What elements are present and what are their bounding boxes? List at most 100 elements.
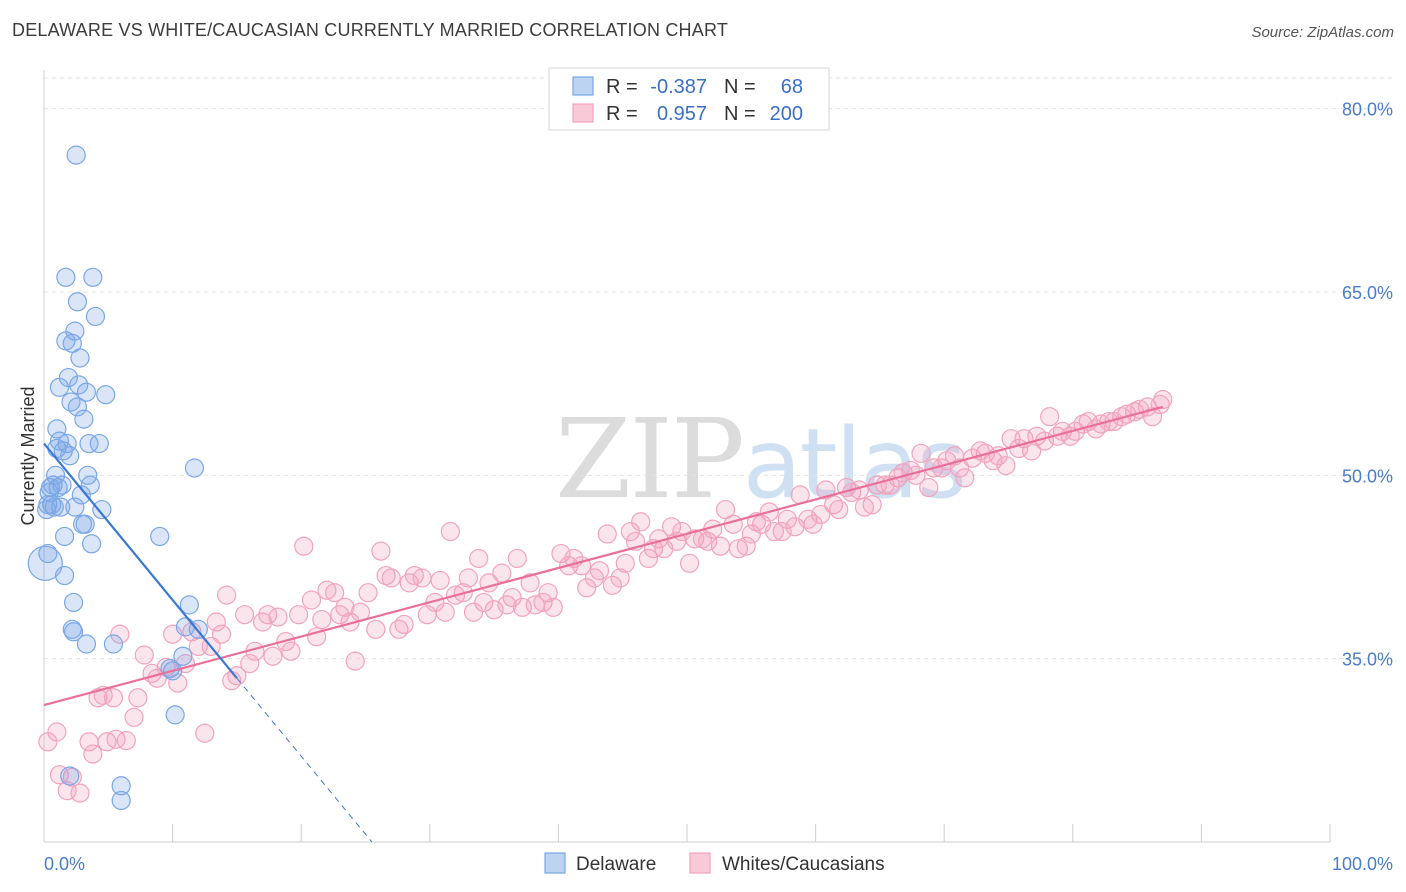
legend-r-label-2: R = [606, 103, 638, 125]
whites-point-26 [195, 723, 215, 743]
delaware-point-31 [65, 321, 85, 341]
whites-point-16 [128, 688, 148, 708]
whites-point-55 [366, 619, 386, 639]
grid-lines [44, 77, 1393, 660]
delaware-point-11 [47, 419, 67, 439]
delaware-point-34 [67, 397, 88, 417]
delaware-point-49 [85, 306, 106, 327]
delaware-point-59 [165, 705, 185, 725]
whites-point-77 [492, 563, 512, 583]
delaware-point-33 [66, 145, 86, 165]
whites-point-60 [394, 614, 414, 635]
whites-point-14 [116, 730, 136, 751]
whites-trend-line [43, 405, 1164, 707]
whites-point-5 [70, 783, 90, 803]
delaware-point-63 [184, 458, 205, 478]
whites-point-1 [47, 722, 67, 742]
delaware-point-15 [51, 497, 71, 517]
whites-point-95 [602, 575, 623, 595]
delaware-trend-line [43, 442, 238, 679]
delaware-point-36 [69, 375, 89, 395]
whites-point-12 [106, 729, 126, 749]
whites-point-76 [484, 600, 504, 620]
delaware-trend-extension [236, 677, 373, 843]
whites-point-98 [620, 521, 641, 542]
chart-title: DELAWARE VS WHITE/CAUCASIAN CURRENTLY MA… [12, 20, 729, 40]
whites-point-108 [679, 553, 700, 573]
whites-point-151 [950, 458, 970, 478]
whites-point-86 [543, 597, 563, 617]
whites-point-15 [124, 707, 144, 727]
delaware-point-51 [92, 499, 112, 520]
delaware-point-25 [60, 766, 80, 786]
whites-point-79 [502, 587, 522, 608]
whites-point-68 [440, 521, 460, 542]
delaware-point-35 [67, 292, 88, 312]
series-delaware-points [27, 145, 208, 811]
whites-point-123 [772, 521, 792, 542]
legend-swatch-delaware [572, 76, 594, 96]
whites-point-124 [777, 509, 797, 529]
whites-point-33 [235, 605, 255, 625]
whites-point-128 [803, 514, 823, 534]
axes [43, 70, 1330, 843]
delaware-point-54 [111, 776, 131, 796]
y-axis-label: Currently Married [18, 386, 38, 525]
delaware-point-52 [96, 385, 116, 405]
delaware-point-45 [79, 433, 99, 454]
whites-point-113 [710, 536, 731, 556]
delaware-point-53 [103, 634, 124, 654]
whites-point-72 [463, 602, 484, 622]
delaware-point-50 [89, 433, 109, 454]
delaware-point-22 [57, 433, 77, 454]
whites-point-38 [263, 646, 283, 666]
delaware-point-8 [44, 497, 64, 517]
whites-point-58 [381, 568, 401, 588]
delaware-point-56 [150, 526, 170, 547]
whites-point-97 [615, 553, 635, 573]
whites-point-34 [240, 653, 260, 674]
whites-point-122 [764, 521, 785, 542]
legend-swatch-whites [572, 103, 594, 123]
series-legend: Delaware Whites/Caucasians [544, 852, 885, 875]
whites-point-13 [110, 624, 130, 644]
legend-n-value-2: 200 [770, 103, 803, 125]
whites-point-145 [911, 443, 931, 463]
whites-point-56 [371, 541, 391, 561]
whites-point-111 [697, 531, 718, 551]
whites-point-101 [638, 548, 659, 569]
legend-n-value-1: 68 [781, 76, 803, 98]
delaware-point-0 [27, 545, 63, 581]
delaware-point-24 [60, 446, 80, 466]
y-tick-label-35: 35.0% [1342, 650, 1393, 670]
delaware-point-18 [54, 526, 75, 547]
whites-point-48 [325, 583, 345, 603]
whites-point-80 [507, 548, 527, 569]
whites-point-52 [345, 651, 365, 671]
delaware-point-9 [45, 465, 66, 485]
whites-point-71 [458, 568, 478, 588]
whites-point-85 [538, 583, 558, 603]
whites-point-73 [469, 548, 489, 569]
bottom-legend-label-delaware: Delaware [576, 854, 656, 875]
whites-point-146 [919, 477, 939, 498]
whites-point-67 [435, 602, 455, 622]
stats-legend: R = -0.387 N = 68 R = 0.957 N = 200 [548, 67, 830, 131]
whites-point-42 [289, 605, 309, 625]
delaware-point-1 [38, 543, 58, 564]
whites-point-28 [206, 612, 226, 632]
whites-point-165 [1040, 407, 1060, 427]
whites-point-63 [412, 568, 432, 588]
delaware-point-48 [83, 267, 103, 287]
delaware-point-16 [52, 475, 72, 495]
y-tick-label-80: 80.0% [1342, 100, 1393, 120]
y-tick-labels: 35.0% 50.0% 65.0% 80.0% [1342, 100, 1393, 670]
whites-point-54 [358, 583, 378, 603]
delaware-point-42 [76, 634, 97, 654]
whites-point-8 [88, 688, 108, 708]
whites-point-11 [103, 688, 124, 708]
whites-point-66 [430, 570, 450, 591]
bottom-legend-swatch-whites [689, 852, 711, 874]
stats-legend-box [548, 67, 830, 131]
whites-point-47 [317, 580, 337, 600]
